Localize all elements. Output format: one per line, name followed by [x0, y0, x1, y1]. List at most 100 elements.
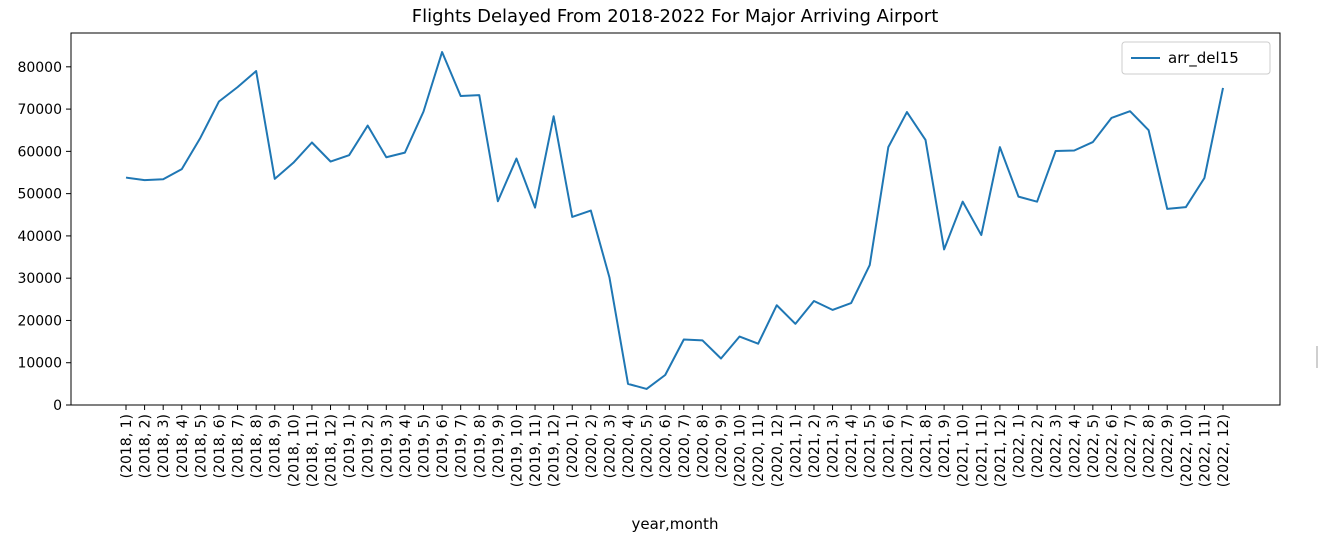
x-tick-label: (2018, 2): [138, 414, 154, 478]
x-tick-label: (2021, 1): [788, 414, 804, 478]
data-point: [125, 177, 127, 179]
window-edge-marker: [1316, 346, 1318, 368]
data-point: [1166, 208, 1168, 210]
y-tick-label: 60000: [17, 144, 62, 160]
data-point: [311, 141, 313, 143]
data-point: [1017, 196, 1019, 198]
y-tick-label: 10000: [17, 356, 62, 372]
y-axis-ticks: 0 10000 20000 30000 40000 50000 60000 70000 8000…: [17, 60, 71, 414]
x-tick-label: (2019, 6): [435, 414, 451, 478]
x-tick-label: (2021, 12): [993, 414, 1009, 487]
data-point: [590, 210, 592, 212]
x-tick-label: (2018, 6): [212, 414, 228, 478]
data-point: [162, 178, 164, 180]
x-tick-label: (2019, 10): [509, 414, 525, 487]
series-line-arr_del15: [125, 51, 1224, 390]
x-tick-label: (2022, 3): [1049, 414, 1065, 478]
x-tick-label: (2022, 7): [1123, 414, 1139, 478]
x-tick-label: (2021, 7): [900, 414, 916, 478]
x-tick-label: (2018, 8): [249, 414, 265, 478]
data-point: [1222, 87, 1224, 89]
data-point: [348, 154, 350, 156]
x-tick-label: (2018, 12): [324, 414, 340, 487]
x-tick-label: (2018, 9): [268, 414, 284, 478]
y-tick-label: 30000: [17, 271, 62, 287]
data-point: [1203, 177, 1205, 179]
x-tick-label: (2021, 8): [919, 414, 935, 478]
y-tick-label: 80000: [17, 60, 62, 76]
data-point: [943, 248, 945, 250]
x-tick-label: (2019, 3): [379, 414, 395, 478]
x-tick-label: (2020, 4): [621, 414, 637, 478]
data-point: [701, 339, 703, 341]
chart-title: Flights Delayed From 2018-2022 For Major…: [412, 6, 939, 27]
x-tick-label: (2022, 9): [1160, 414, 1176, 478]
x-tick-label: (2019, 2): [361, 414, 377, 478]
data-point: [460, 95, 462, 97]
data-point: [1055, 150, 1057, 152]
x-tick-label: (2022, 8): [1142, 414, 1158, 478]
data-point: [1092, 141, 1094, 143]
x-tick-label: (2021, 2): [807, 414, 823, 478]
data-point: [906, 111, 908, 113]
data-point: [720, 358, 722, 360]
data-point: [274, 178, 276, 180]
data-point: [887, 146, 889, 148]
data-point: [627, 383, 629, 385]
y-tick-label: 40000: [17, 229, 62, 245]
data-point: [441, 51, 443, 53]
x-tick-label: (2018, 10): [286, 414, 302, 487]
x-tick-label: (2022, 2): [1030, 414, 1046, 478]
x-tick-label: (2022, 10): [1179, 414, 1195, 487]
x-tick-label: (2018, 5): [193, 414, 209, 478]
x-tick-label: (2020, 6): [658, 414, 674, 478]
x-tick-label: (2019, 8): [472, 414, 488, 478]
x-tick-label: (2019, 7): [454, 414, 470, 478]
data-point: [646, 388, 648, 390]
y-tick-label: 50000: [17, 187, 62, 203]
data-point: [1073, 150, 1075, 152]
data-point: [850, 302, 852, 304]
x-tick-label: (2021, 3): [826, 414, 842, 478]
series-layer: [125, 51, 1224, 390]
data-point: [144, 179, 146, 181]
x-tick-label: (2020, 2): [584, 414, 600, 478]
data-point: [330, 161, 332, 163]
x-tick-label: (2019, 9): [491, 414, 507, 478]
x-tick-label: (2019, 4): [398, 414, 414, 478]
data-point: [608, 276, 610, 278]
x-axis-ticks: (2018, 1) (2018, 2) (2018, 3) (2018, 4) (201…: [119, 405, 1232, 487]
data-point: [534, 207, 536, 209]
x-tick-label: (2020, 3): [602, 414, 618, 478]
x-tick-label: (2020, 1): [565, 414, 581, 478]
x-tick-label: (2022, 4): [1067, 414, 1083, 478]
x-tick-label: (2022, 5): [1086, 414, 1102, 478]
data-point: [813, 300, 815, 302]
data-point: [237, 86, 239, 88]
x-tick-label: (2019, 11): [528, 414, 544, 487]
y-tick-label: 70000: [17, 102, 62, 118]
x-tick-label: (2018, 3): [156, 414, 172, 478]
data-point: [794, 323, 796, 325]
data-point: [255, 70, 257, 72]
x-tick-label: (2018, 4): [175, 414, 191, 478]
data-point: [962, 201, 964, 203]
data-point: [1129, 110, 1131, 112]
x-tick-label: (2021, 10): [956, 414, 972, 487]
data-point: [1148, 129, 1150, 131]
data-point: [181, 168, 183, 170]
x-tick-label: (2020, 10): [733, 414, 749, 487]
data-point: [515, 158, 517, 160]
data-point: [925, 139, 927, 141]
data-point: [980, 234, 982, 236]
data-point: [664, 374, 666, 376]
data-point: [497, 200, 499, 202]
legend-label: arr_del15: [1168, 49, 1239, 68]
legend-box: [1121, 41, 1271, 75]
x-tick-label: (2021, 5): [863, 414, 879, 478]
x-tick-label: (2020, 8): [695, 414, 711, 478]
x-tick-label: (2019, 1): [342, 414, 358, 478]
data-point: [999, 146, 1001, 148]
plot-frame: [70, 32, 1281, 406]
